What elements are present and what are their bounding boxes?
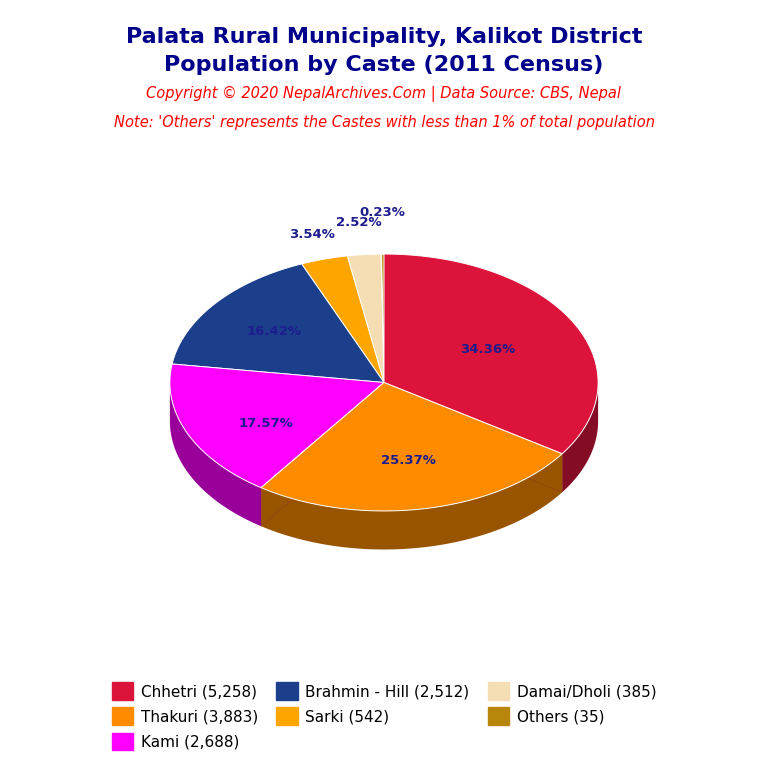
Polygon shape	[261, 382, 384, 526]
Text: 16.42%: 16.42%	[247, 325, 302, 338]
Polygon shape	[172, 264, 384, 382]
Text: 0.23%: 0.23%	[359, 207, 405, 220]
Text: 3.54%: 3.54%	[289, 228, 335, 241]
Polygon shape	[261, 454, 562, 549]
Text: 34.36%: 34.36%	[460, 343, 515, 356]
Polygon shape	[562, 383, 598, 492]
Text: 17.57%: 17.57%	[239, 417, 293, 430]
Text: Note: 'Others' represents the Castes with less than 1% of total population: Note: 'Others' represents the Castes wit…	[114, 115, 654, 131]
Polygon shape	[261, 382, 384, 526]
Text: 25.37%: 25.37%	[381, 454, 436, 467]
Polygon shape	[170, 383, 261, 526]
Text: Palata Rural Municipality, Kalikot District: Palata Rural Municipality, Kalikot Distr…	[126, 27, 642, 47]
Polygon shape	[302, 256, 384, 382]
Polygon shape	[384, 254, 598, 454]
Polygon shape	[261, 382, 562, 511]
Polygon shape	[384, 382, 562, 492]
Polygon shape	[384, 382, 562, 492]
Legend: Chhetri (5,258), Thakuri (3,883), Kami (2,688), Brahmin - Hill (2,512), Sarki (5: Chhetri (5,258), Thakuri (3,883), Kami (…	[105, 676, 663, 756]
Polygon shape	[381, 254, 384, 382]
Polygon shape	[347, 254, 384, 382]
Text: 2.52%: 2.52%	[336, 216, 382, 229]
Text: Population by Caste (2011 Census): Population by Caste (2011 Census)	[164, 55, 604, 75]
Text: Copyright © 2020 NepalArchives.Com | Data Source: CBS, Nepal: Copyright © 2020 NepalArchives.Com | Dat…	[147, 86, 621, 102]
Polygon shape	[170, 364, 384, 488]
